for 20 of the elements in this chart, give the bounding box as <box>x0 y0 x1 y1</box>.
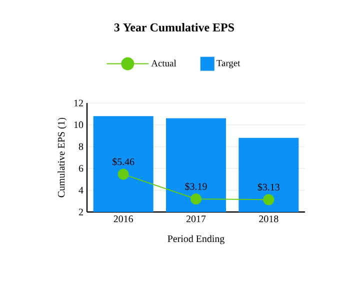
data-label: $3.13 <box>258 183 280 192</box>
legend-label: Actual <box>151 60 176 66</box>
y-tick-label: 4 <box>78 186 84 194</box>
y-tick-label: 8 <box>78 143 84 150</box>
y-tick-label: 10 <box>74 121 84 128</box>
x-tick-label: 2016 <box>114 216 134 222</box>
x-tick-label: 2018 <box>259 216 278 222</box>
legend-label: Target <box>216 60 240 68</box>
data-label: $3.19 <box>185 182 207 191</box>
point <box>190 194 202 205</box>
y-tick-label: 12 <box>74 100 83 106</box>
y-axis-title: Cumulative EPS (1) <box>58 118 67 198</box>
x-tick-label: 2017 <box>186 216 206 222</box>
data-label: $5.46 <box>112 158 134 166</box>
point <box>118 168 129 180</box>
chart-title: 3 Year Cumulative EPS <box>114 23 234 32</box>
y-tick-label: 2 <box>78 208 83 216</box>
y-tick-label: 6 <box>78 165 84 172</box>
x-axis-title: Period Ending <box>168 235 224 244</box>
point <box>263 194 274 206</box>
